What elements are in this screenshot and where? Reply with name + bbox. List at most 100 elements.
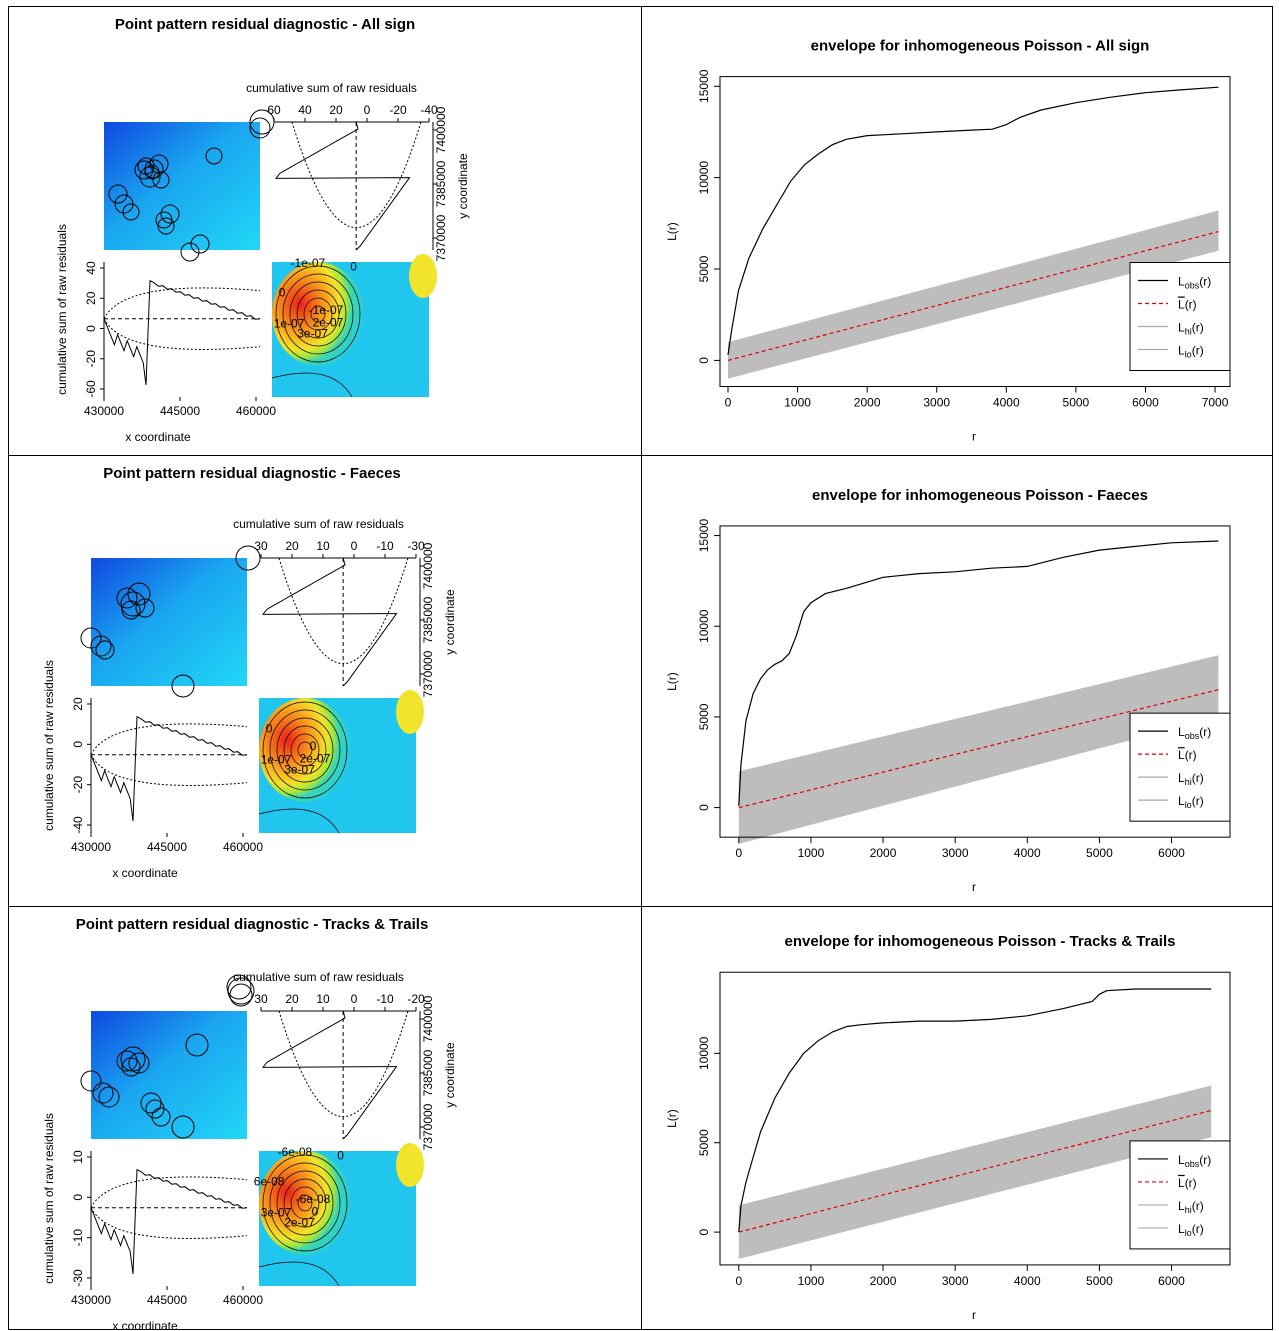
legend-entry: Lobs(r) xyxy=(1178,1153,1211,1169)
legend-entry: Lhi(r) xyxy=(1178,771,1204,787)
contour-hotspot-secondary xyxy=(396,1143,424,1187)
intensity-map xyxy=(91,558,247,686)
plot-frame xyxy=(719,525,1231,838)
contour-line xyxy=(297,1194,313,1212)
contour-label: 1e-07 xyxy=(261,753,292,767)
legend-entry: L(r) xyxy=(1178,298,1197,312)
env-cell-1: envelope for inhomogeneous Poisson - All… xyxy=(641,6,1273,456)
data-point-circle xyxy=(120,591,146,617)
bottom-tick-label: 445000 xyxy=(160,404,200,418)
contour-line xyxy=(296,289,340,339)
contour-label: 3e-07 xyxy=(297,326,328,340)
left-tick-label: 20 xyxy=(84,291,98,305)
cumulative-step-horizontal xyxy=(90,1168,248,1275)
contour-hotspot-secondary xyxy=(396,690,424,734)
contour-line xyxy=(276,717,334,783)
legend-text: (r) xyxy=(1199,1153,1211,1167)
top-tick-label: -10 xyxy=(376,539,394,553)
left-tick-label: 10 xyxy=(71,1150,85,1164)
bottom-tick-label: 460000 xyxy=(223,840,263,854)
contour-label: 2e-07 xyxy=(284,1215,315,1229)
x-tick-label: 1000 xyxy=(784,396,811,410)
data-point-circle xyxy=(116,587,138,609)
data-point-circle xyxy=(144,159,164,179)
contour-label: -6e-08 xyxy=(278,1145,313,1159)
contour-line xyxy=(258,1261,340,1287)
data-point-circle xyxy=(160,204,180,224)
bottom-tick-label: 430000 xyxy=(71,840,111,854)
residual-diagnostic-faeces: Point pattern residual diagnostic - Faec… xyxy=(42,465,457,880)
contour-hotspot-secondary xyxy=(409,254,437,298)
observed-line xyxy=(738,988,1212,1233)
data-point-circle xyxy=(92,1082,114,1104)
env-cell-2: envelope for inhomogeneous Poisson - Fae… xyxy=(641,455,1273,907)
contour-label: 0 xyxy=(312,1205,319,1219)
cumulative-step-horizontal xyxy=(90,715,248,822)
right-axis-label: y coordinate xyxy=(456,153,470,219)
x-tick-label: 3000 xyxy=(923,396,950,410)
y-tick-label: 10000 xyxy=(697,609,711,643)
legend-text: (r) xyxy=(1199,275,1211,289)
legend-subscript: obs xyxy=(1185,731,1200,741)
right-tick-label: 7370000 xyxy=(421,1103,435,1150)
legend-entry: Llo(r) xyxy=(1178,794,1204,810)
x-tick-label: 4000 xyxy=(993,396,1020,410)
y-tick-label: 0 xyxy=(697,1228,711,1235)
diag-cell-1: Point pattern residual diagnostic - All … xyxy=(8,6,642,456)
legend-text: L xyxy=(1178,298,1185,312)
legend-text: L xyxy=(1178,275,1185,289)
residual-diagnostic-tracks-trails: Point pattern residual diagnostic - Trac… xyxy=(42,916,457,1329)
top-tick-label: -30 xyxy=(407,539,425,553)
x-tick-label: 1000 xyxy=(798,1274,825,1288)
contour-label: 1e-07 xyxy=(274,317,305,331)
data-point-circle xyxy=(226,974,252,1000)
x-tick-label: 2000 xyxy=(870,1274,897,1288)
x-tick-label: 6000 xyxy=(1158,1274,1185,1288)
legend-text: (r) xyxy=(1199,725,1211,739)
x-tick-label: 5000 xyxy=(1086,846,1113,860)
plot-frame xyxy=(719,971,1231,1266)
right-tick-label: 7385000 xyxy=(421,596,435,643)
confidence-curve xyxy=(90,723,248,755)
top-tick-label: 30 xyxy=(254,539,268,553)
x-tick-label: 2000 xyxy=(854,396,881,410)
top-tick-label: -10 xyxy=(376,992,394,1006)
left-tick-label: -20 xyxy=(84,350,98,368)
contour-label: 2e-07 xyxy=(300,752,331,766)
diag-cell-3: Point pattern residual diagnostic - Trac… xyxy=(8,906,642,1330)
right-tick-label: 7370000 xyxy=(434,214,448,261)
top-axis-label: cumulative sum of raw residuals xyxy=(233,517,404,531)
data-point-circle xyxy=(157,217,175,235)
contour-label: 3e-07 xyxy=(261,1206,292,1220)
diag-title: Point pattern residual diagnostic - Trac… xyxy=(76,916,429,933)
cumulative-step-horizontal xyxy=(103,279,261,386)
left-tick-label: 20 xyxy=(71,697,85,711)
legend-subscript: hi xyxy=(1185,1205,1192,1215)
left-tick-label: -10 xyxy=(71,1229,85,1247)
data-point-circle xyxy=(205,147,223,165)
envelope-band xyxy=(738,655,1219,844)
data-point-circle xyxy=(190,234,210,254)
x-tick-label: 6000 xyxy=(1132,396,1159,410)
contour-line xyxy=(290,733,320,767)
data-point-circle xyxy=(180,242,200,262)
bottom-tick-label: 430000 xyxy=(84,404,124,418)
top-tick-label: 60 xyxy=(267,103,281,117)
confidence-curve xyxy=(278,1010,409,1117)
y-axis-label: L(r) xyxy=(665,1109,679,1128)
contour-label: 6e-08 xyxy=(254,1174,285,1188)
top-tick-label: 20 xyxy=(285,539,299,553)
contour-line xyxy=(289,281,347,347)
legend-text: L xyxy=(1178,1176,1185,1190)
contour-line xyxy=(276,1170,334,1236)
contour-line xyxy=(290,1186,320,1220)
env-title: envelope for inhomogeneous Poisson - Fae… xyxy=(812,487,1148,504)
envelope-chart-faeces: envelope for inhomogeneous Poisson - Fae… xyxy=(665,487,1231,894)
contour-line xyxy=(258,808,340,834)
contour-line xyxy=(283,725,327,775)
data-point-circle xyxy=(116,1050,138,1072)
legend-subscript: obs xyxy=(1185,1159,1200,1169)
top-tick-label: 20 xyxy=(329,103,343,117)
right-tick-label: 7370000 xyxy=(421,650,435,697)
legend-subscript: lo xyxy=(1185,350,1192,360)
